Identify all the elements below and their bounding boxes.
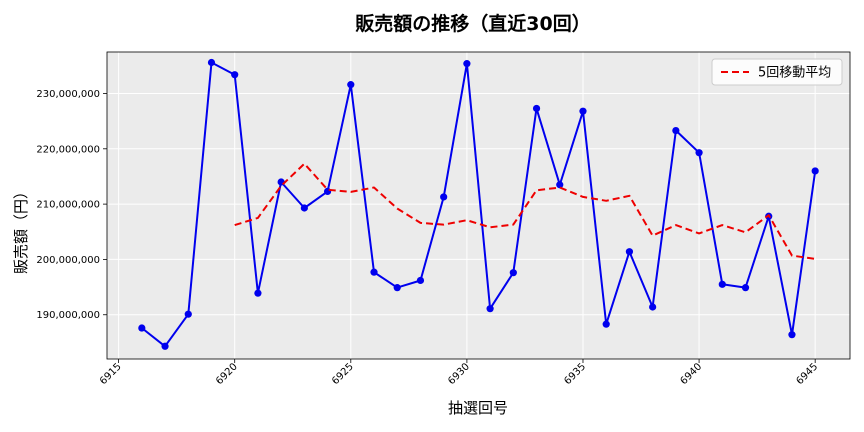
grid-lines: [107, 52, 850, 359]
y-tick-label: 210,000,000: [36, 200, 100, 211]
data-point: [602, 320, 610, 328]
data-point: [393, 284, 401, 292]
data-point: [579, 107, 587, 115]
chart-title: 販売額の推移（直近30回）: [355, 12, 590, 35]
data-point: [347, 81, 355, 89]
y-axis-label: 販売額（円）: [12, 184, 30, 274]
y-tick-label: 220,000,000: [36, 144, 100, 155]
data-point: [207, 58, 216, 67]
y-tick-label: 230,000,000: [36, 89, 100, 100]
data-point: [486, 305, 494, 313]
x-tick-label: 6930: [446, 361, 472, 387]
moving-average-line: [234, 162, 816, 260]
data-point: [556, 181, 564, 189]
x-tick-label: 6925: [330, 361, 356, 387]
y-tick-label: 200,000,000: [36, 255, 100, 266]
data-point: [300, 204, 308, 212]
data-point: [788, 331, 796, 339]
data-point: [463, 60, 471, 68]
data-point: [138, 324, 146, 332]
data-point: [509, 269, 517, 277]
sales-series: [138, 58, 819, 350]
y-tick-label: 190,000,000: [36, 310, 100, 321]
data-point: [416, 276, 425, 285]
data-point: [672, 126, 680, 135]
data-point: [718, 280, 726, 288]
data-point: [161, 342, 169, 350]
x-tick-label: 6940: [678, 361, 704, 387]
x-tick-label: 6920: [214, 361, 240, 387]
legend-box: [711, 58, 843, 86]
moving-average-series: [234, 162, 816, 260]
data-point: [695, 149, 703, 157]
data-point: [440, 193, 448, 201]
legend: 5回移動平均: [711, 58, 843, 86]
plot-frame: [106, 51, 851, 360]
data-point: [370, 268, 378, 276]
data-point: [323, 187, 332, 195]
data-point: [184, 310, 192, 318]
data-point: [649, 303, 657, 311]
series-layer: [138, 58, 819, 350]
x-tick-label: 6935: [562, 361, 588, 387]
data-point: [625, 248, 634, 256]
x-axis-label: 抽選回号: [448, 399, 508, 417]
data-point: [741, 284, 750, 292]
legend-label: 5回移動平均: [758, 66, 831, 81]
data-point: [532, 104, 541, 113]
plot-area: [107, 52, 850, 359]
x-tick-label: 6915: [98, 361, 124, 387]
data-point: [254, 289, 262, 297]
data-point: [811, 167, 819, 175]
sales-line: [141, 61, 817, 348]
x-tick-label: 6945: [795, 361, 821, 387]
data-point: [231, 71, 239, 79]
